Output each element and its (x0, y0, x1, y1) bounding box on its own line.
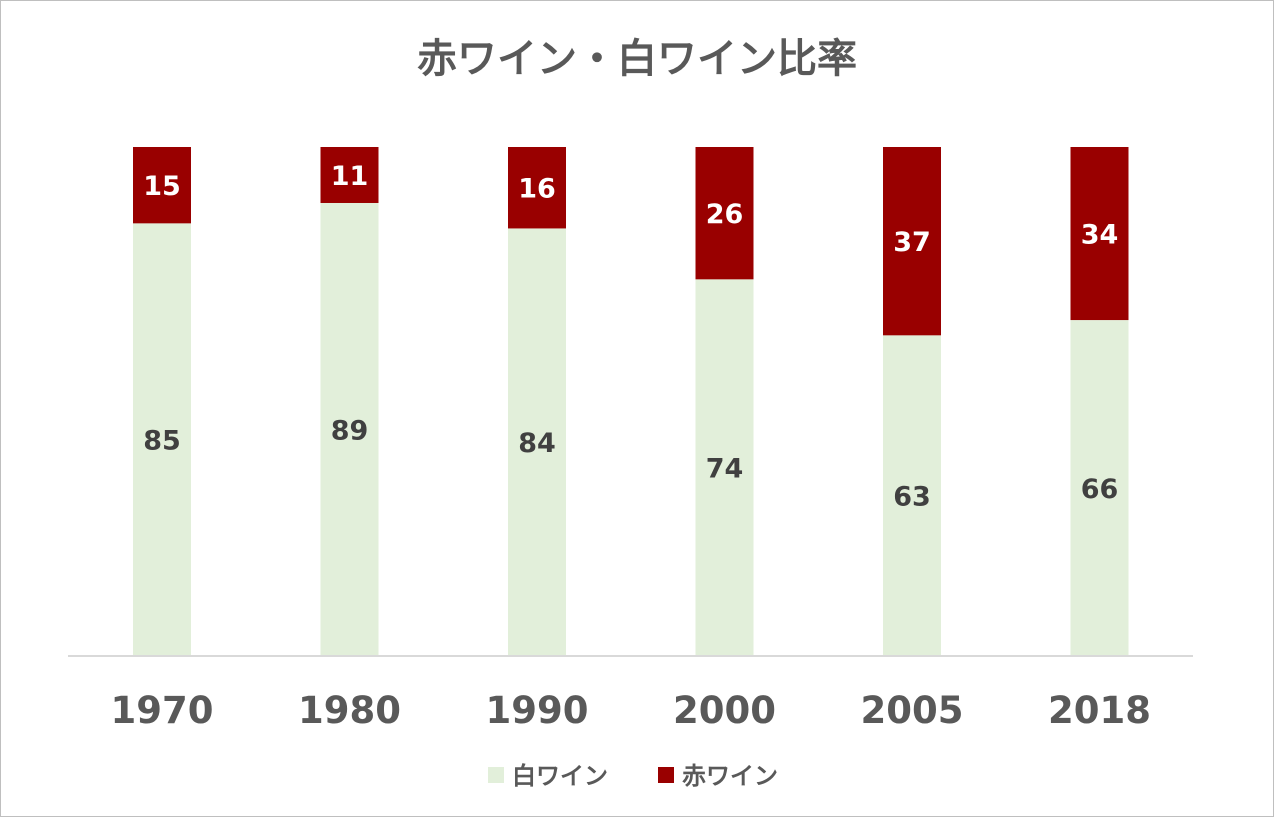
bar-segment-white-wine-1970 (133, 223, 191, 656)
data-label-white-wine-1990: 84 (518, 428, 556, 459)
bars-layer: 85 15 89 11 84 16 74 26 63 37 66 34 (133, 147, 1129, 657)
x-tick-label-1990: 1990 (486, 689, 589, 732)
data-label-white-wine-1980: 89 (331, 415, 369, 446)
legend-label-white-wine: 白ワイン (512, 762, 608, 790)
data-label-red-wine-1990: 16 (518, 174, 556, 205)
data-label-white-wine-2000: 74 (706, 454, 744, 485)
x-axis-ticks: 1970 1980 1990 2000 2005 2018 (111, 689, 1151, 732)
bar-segment-red-wine-2018 (1070, 147, 1129, 321)
legend-label-red-wine: 赤ワイン (682, 762, 778, 790)
data-label-red-wine-2005: 37 (893, 227, 931, 258)
data-label-red-wine-2018: 34 (1081, 220, 1119, 251)
data-label-red-wine-1970: 15 (143, 171, 181, 202)
x-tick-label-2018: 2018 (1048, 689, 1151, 732)
chart-title: 赤ワイン・白ワイン比率 (417, 36, 857, 82)
bar-segment-red-wine-2005 (883, 147, 941, 336)
bar-segment-red-wine-1980 (320, 147, 379, 203)
x-tick-label-2005: 2005 (861, 689, 964, 732)
data-label-white-wine-1970: 85 (143, 426, 181, 457)
data-label-red-wine-1980: 11 (331, 161, 369, 192)
data-label-white-wine-2018: 66 (1081, 474, 1119, 505)
legend-swatch-red-wine (658, 767, 674, 783)
legend: 白ワイン 赤ワイン (488, 762, 778, 790)
x-tick-label-1980: 1980 (298, 689, 401, 732)
bar-segment-white-wine-2005 (883, 335, 941, 656)
bar-segment-red-wine-2000 (695, 147, 754, 280)
data-label-red-wine-2000: 26 (706, 199, 744, 230)
bar-segment-white-wine-1990 (508, 228, 566, 656)
data-label-white-wine-2005: 63 (893, 482, 931, 513)
bar-segment-white-wine-1980 (320, 202, 379, 657)
legend-swatch-white-wine (488, 767, 504, 783)
bar-segment-white-wine-2000 (695, 279, 754, 656)
x-tick-label-2000: 2000 (673, 689, 776, 732)
bar-segment-white-wine-2018 (1070, 320, 1129, 656)
bar-segment-red-wine-1970 (133, 147, 191, 224)
x-tick-label-1970: 1970 (111, 689, 214, 732)
bar-segment-red-wine-1990 (508, 147, 566, 229)
